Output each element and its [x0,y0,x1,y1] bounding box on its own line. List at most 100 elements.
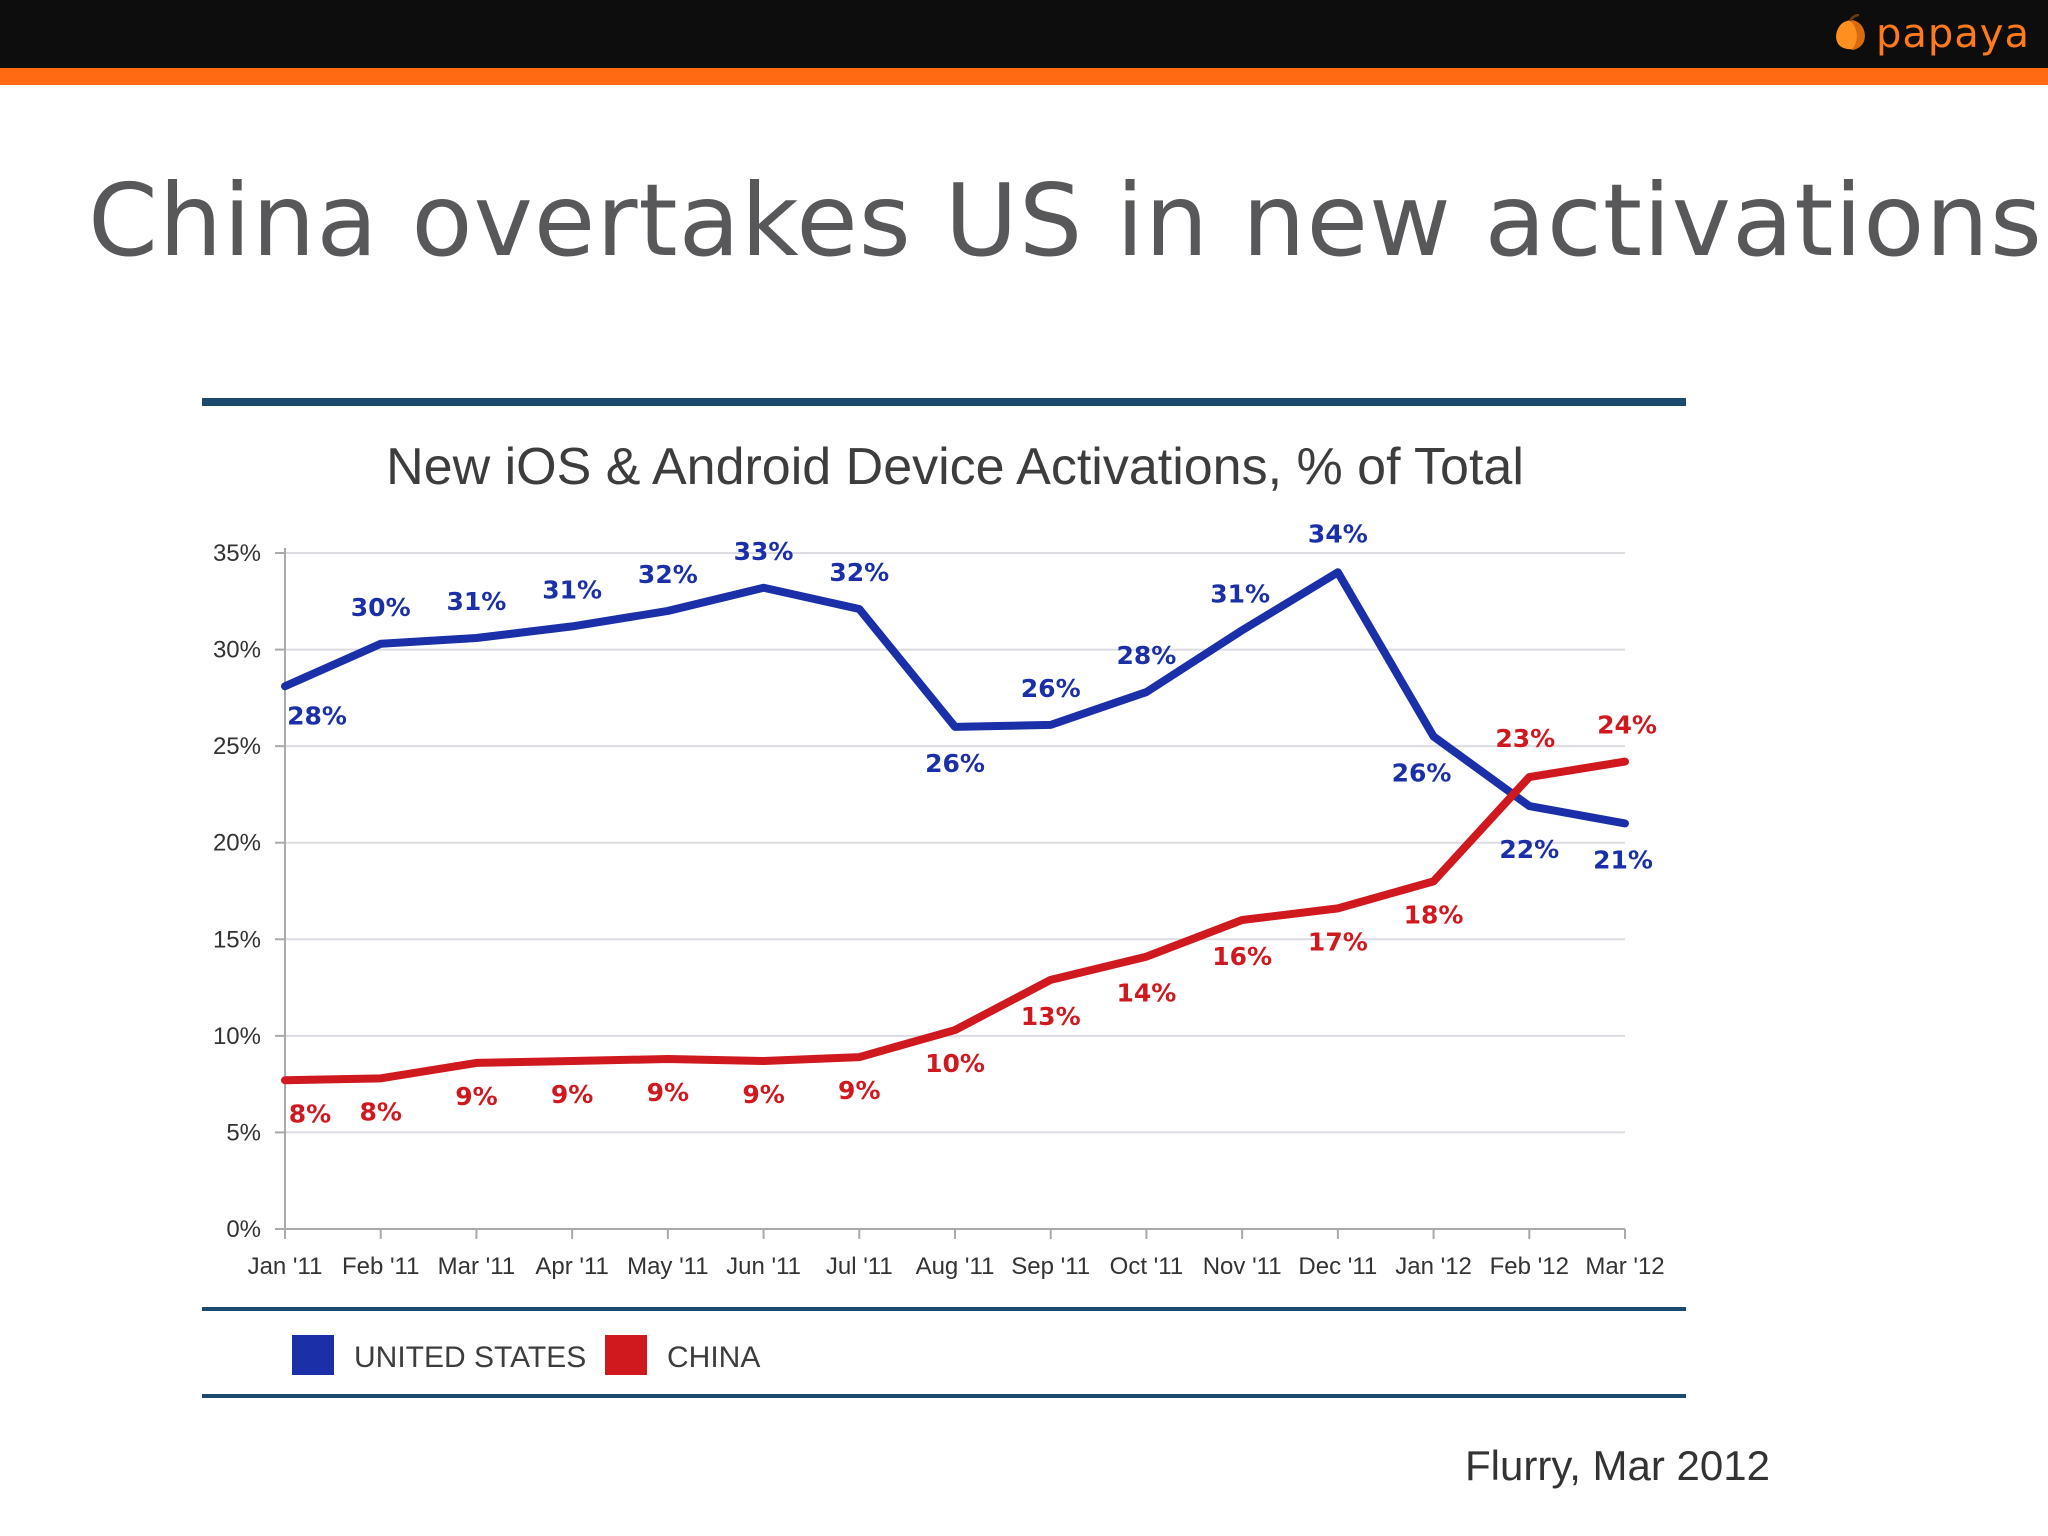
data-point-china [1144,954,1149,959]
data-labels: 28% 30% 31% 31% 32% 33% 32% 26% 26% 28% 31% 34% 26% 2… [287,519,1657,1128]
data-point-china [1431,879,1436,884]
data-label-china: 9% [455,1082,497,1111]
y-tick-label: 30% [213,637,261,664]
data-label-united-states: 33% [734,537,794,566]
legend-label-united-states: UNITED STATES [354,1341,586,1374]
x-tick-label: Apr '11 [535,1253,609,1280]
data-point-united-states [1623,821,1627,826]
x-tick-label: Jan '11 [248,1253,323,1280]
data-label-united-states: 28% [287,701,347,730]
x-tick-label: Feb '11 [342,1253,420,1280]
slide-title: China overtakes US in new activations [88,162,2043,279]
y-tick-label: 35% [213,540,261,567]
legend-bottom-rule [202,1394,1686,1398]
x-tick-label: May '11 [627,1253,709,1280]
data-label-united-states: 28% [1117,641,1177,670]
data-point-china [283,1078,287,1083]
data-label-united-states: 26% [925,749,985,778]
data-point-united-states [1144,690,1149,695]
y-tick-label: 0% [226,1216,261,1243]
x-tick-label: Jan '12 [1395,1253,1472,1280]
x-tick-label: Aug '11 [916,1253,995,1280]
data-point-china [953,1028,957,1033]
top-bar [0,0,2048,68]
y-tick-label: 10% [213,1023,261,1050]
y-tick-label: 15% [213,926,261,953]
data-point-united-states [1431,734,1436,739]
gridlines [285,552,1625,1134]
data-point-china [857,1055,862,1060]
x-tick-label: Mar '12 [1585,1253,1664,1280]
logo-wordmark: papaya [1876,11,2030,57]
data-point-united-states [378,641,383,646]
data-point-united-states [570,624,575,629]
data-point-china [570,1058,575,1063]
data-point-united-states [665,608,670,613]
data-label-china: 9% [742,1080,784,1109]
legend-swatch-china [605,1335,647,1375]
x-tick-label: Mar '11 [438,1253,516,1280]
y-tick-label: 25% [213,733,261,760]
legend: UNITED STATES CHINA [292,1335,760,1375]
y-tick-label: 5% [226,1119,261,1146]
data-label-china: 9% [647,1078,689,1107]
data-label-china: 9% [838,1076,880,1105]
data-label-united-states: 21% [1593,845,1653,874]
data-point-united-states [283,684,287,689]
accent-bar [0,68,2048,85]
data-point-china [474,1060,479,1065]
data-label-china: 24% [1597,711,1657,740]
data-point-united-states [1527,804,1532,809]
data-label-united-states: 34% [1308,519,1368,548]
data-label-united-states: 31% [1210,579,1270,608]
legend-top-rule [202,1307,1686,1311]
data-label-united-states: 32% [638,560,698,589]
x-tick-label: Sep '11 [1011,1253,1090,1280]
x-tick-label: Nov '11 [1203,1253,1282,1280]
data-label-united-states: 26% [1392,758,1452,787]
x-tick-label: Jul '11 [826,1253,893,1280]
data-label-china: 23% [1495,724,1555,753]
data-label-united-states: 30% [351,593,411,622]
data-point-united-states [953,724,957,729]
x-tick-label: Dec '11 [1298,1253,1377,1280]
data-point-china [1623,759,1627,764]
x-tick-label: Jun '11 [726,1253,801,1280]
data-point-united-states [1335,570,1340,575]
data-label-united-states: 31% [447,587,507,616]
data-label-united-states: 31% [542,575,602,604]
data-label-china: 17% [1308,927,1368,956]
data-point-china [665,1057,670,1062]
x-axis: Jan '11 Feb '11 Mar '11 Apr '11 May '11 Jun '… [248,1228,1665,1280]
x-tick-label: Feb '12 [1490,1253,1569,1280]
data-label-china: 16% [1212,942,1272,971]
data-point-united-states [1048,722,1053,727]
data-point-china [378,1076,383,1081]
data-label-china: 9% [551,1080,593,1109]
data-point-china [761,1058,766,1063]
data-label-china: 14% [1117,979,1177,1008]
data-label-china: 8% [289,1099,331,1128]
data-point-united-states [1240,628,1245,633]
data-label-united-states: 22% [1499,835,1559,864]
data-point-china [1335,906,1340,911]
chart-top-rule [202,398,1686,406]
data-point-china [1048,977,1053,982]
data-label-china: 10% [925,1049,985,1078]
data-point-united-states [474,635,479,640]
data-label-china: 8% [359,1097,401,1126]
data-point-united-states [857,607,862,612]
source-citation: Flurry, Mar 2012 [1465,1442,1770,1489]
papaya-fruit-icon [1836,14,1865,50]
data-point-china [1527,775,1532,780]
data-label-united-states: 26% [1021,674,1081,703]
x-tick-label: Oct '11 [1110,1253,1184,1280]
chart-title: New iOS & Android Device Activations, % … [386,438,1524,496]
data-label-united-states: 32% [829,558,889,587]
legend-swatch-united-states [292,1335,334,1375]
data-label-china: 13% [1021,1002,1081,1031]
papaya-logo: papaya [1830,8,2030,60]
data-label-china: 18% [1404,900,1464,929]
y-axis: 0% 5% 10% 15% 20% 25% 30% 35% [213,540,286,1243]
